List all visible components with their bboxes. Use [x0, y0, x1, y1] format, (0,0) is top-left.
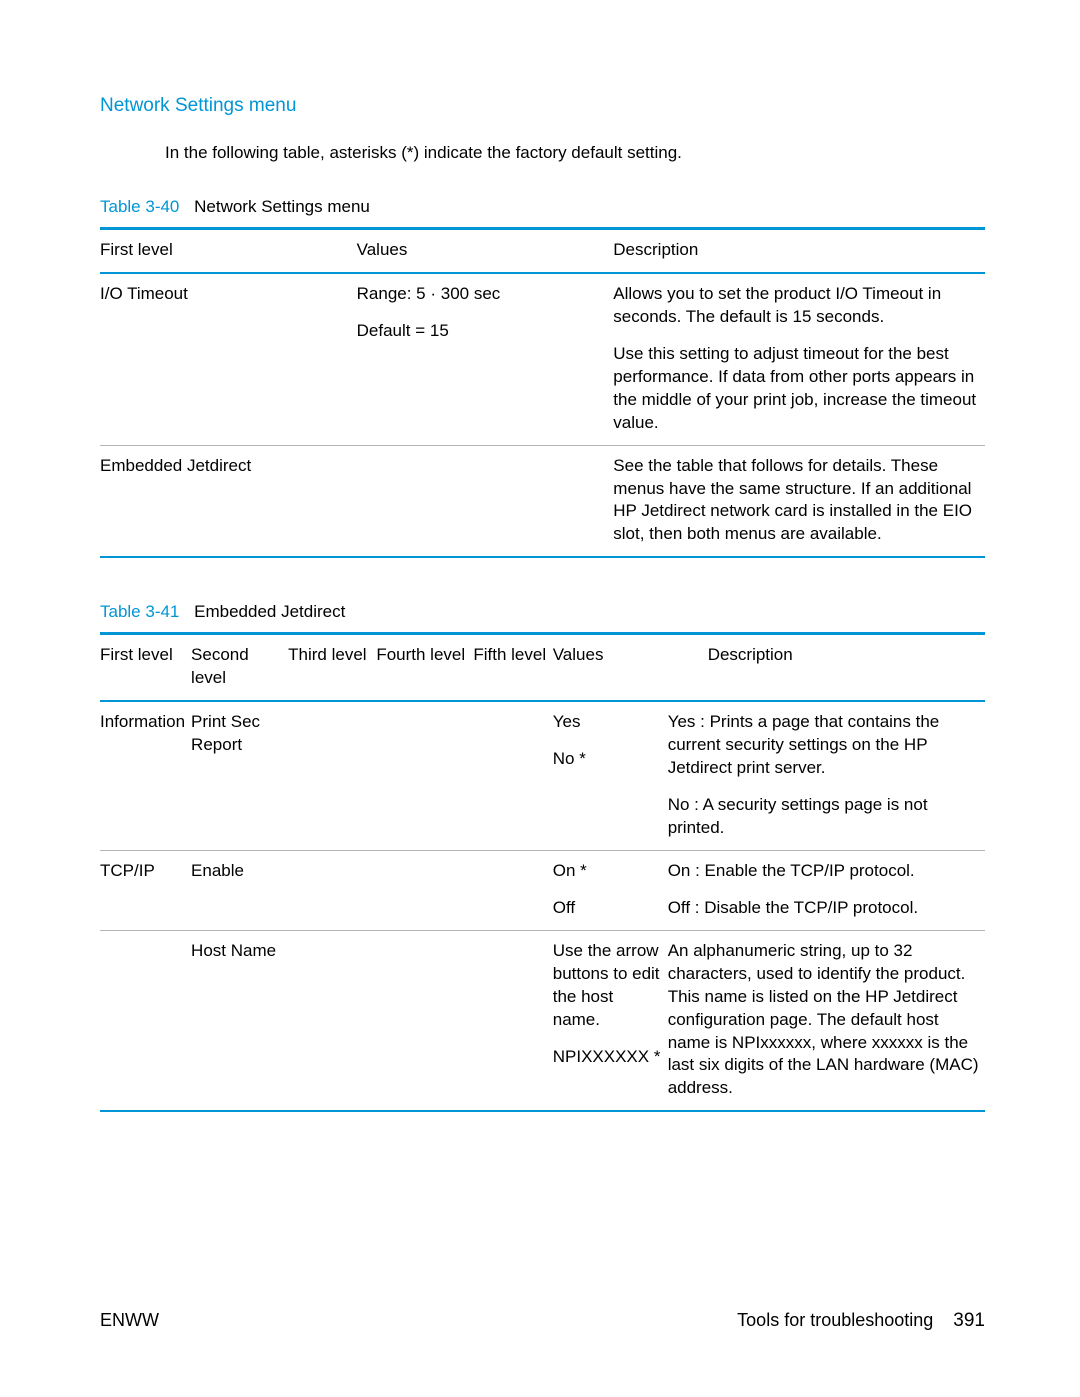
table-row: Information Print Sec Report Yes No * Ye…: [100, 701, 985, 850]
footer-section-title: Tools for troubleshooting: [737, 1310, 933, 1331]
cell-values: Use the arrow buttons to edit the host n…: [553, 930, 668, 1111]
table-row: Embedded Jetdirect See the table that fo…: [100, 445, 985, 557]
table-41-label: Table 3-41: [100, 602, 179, 621]
cell-second-level: Print Sec Report: [191, 701, 288, 850]
table-40-label: Table 3-40: [100, 197, 179, 216]
value-line: Range: 5 · 300 sec: [357, 283, 608, 306]
col-fifth-level: Fifth level: [473, 634, 552, 701]
description-paragraph: On : Enable the TCP/IP protocol.: [668, 860, 979, 883]
description-paragraph: Allows you to set the product I/O Timeou…: [613, 283, 979, 329]
col-first-level: First level: [100, 229, 357, 273]
page-number: 391: [953, 1310, 985, 1332]
cell-values: Yes No *: [553, 701, 668, 850]
value-line: On *: [553, 860, 662, 883]
description-paragraph: Off : Disable the TCP/IP protocol.: [668, 897, 979, 920]
col-description: Description: [668, 634, 985, 701]
cell-fourth-level: [376, 701, 473, 850]
col-description: Description: [613, 229, 985, 273]
value-line: NPIXXXXXX *: [553, 1046, 662, 1069]
footer-right: Tools for troubleshooting 391: [737, 1310, 985, 1332]
description-paragraph: Yes : Prints a page that contains the cu…: [668, 711, 979, 780]
intro-paragraph: In the following table, asterisks (*) in…: [165, 143, 985, 163]
cell-fifth-level: [473, 701, 552, 850]
section-heading: Network Settings menu: [100, 95, 985, 117]
cell-first-level: [100, 930, 191, 1111]
cell-third-level: [288, 701, 376, 850]
cell-fourth-level: [376, 930, 473, 1111]
col-first-level: First level: [100, 634, 191, 701]
cell-description: Yes : Prints a page that contains the cu…: [668, 701, 985, 850]
table-row: TCP/IP Enable On * Off On : Enable the T…: [100, 850, 985, 930]
footer-left: ENWW: [100, 1310, 159, 1332]
cell-fourth-level: [376, 850, 473, 930]
col-fourth-level: Fourth level: [376, 634, 473, 701]
value-line: No *: [553, 748, 662, 771]
table-header-row: First level Second level Third level Fou…: [100, 634, 985, 701]
col-values: Values: [357, 229, 614, 273]
cell-third-level: [288, 850, 376, 930]
cell-first-level: Embedded Jetdirect: [100, 445, 357, 557]
table-40-caption: Table 3-40 Network Settings menu: [100, 197, 985, 217]
cell-second-level: Enable: [191, 850, 288, 930]
col-second-level: Second level: [191, 634, 288, 701]
value-line: Use the arrow buttons to edit the host n…: [553, 940, 662, 1032]
cell-description: Allows you to set the product I/O Timeou…: [613, 273, 985, 445]
col-third-level: Third level: [288, 634, 376, 701]
table-40-title: Network Settings menu: [194, 197, 370, 216]
table-40: First level Values Description I/O Timeo…: [100, 227, 985, 558]
cell-first-level: TCP/IP: [100, 850, 191, 930]
table-row: I/O Timeout Range: 5 · 300 sec Default =…: [100, 273, 985, 445]
value-line: Yes: [553, 711, 662, 734]
cell-description: See the table that follows for details. …: [613, 445, 985, 557]
cell-first-level: I/O Timeout: [100, 273, 357, 445]
cell-third-level: [288, 930, 376, 1111]
cell-second-level: Host Name: [191, 930, 288, 1111]
value-line: Default = 15: [357, 320, 608, 343]
description-paragraph: An alphanumeric string, up to 32 charact…: [668, 940, 979, 1101]
table-41-title: Embedded Jetdirect: [194, 602, 345, 621]
description-paragraph: No : A security settings page is not pri…: [668, 794, 979, 840]
document-page: Network Settings menu In the following t…: [0, 0, 1080, 1206]
page-footer: ENWW Tools for troubleshooting 391: [100, 1310, 985, 1332]
cell-description: An alphanumeric string, up to 32 charact…: [668, 930, 985, 1111]
cell-first-level: Information: [100, 701, 191, 850]
table-41-caption: Table 3-41 Embedded Jetdirect: [100, 602, 985, 622]
cell-fifth-level: [473, 930, 552, 1111]
cell-values: On * Off: [553, 850, 668, 930]
cell-fifth-level: [473, 850, 552, 930]
cell-values: [357, 445, 614, 557]
col-values: Values: [553, 634, 668, 701]
table-row: Host Name Use the arrow buttons to edit …: [100, 930, 985, 1111]
table-41: First level Second level Third level Fou…: [100, 632, 985, 1112]
cell-values: Range: 5 · 300 sec Default = 15: [357, 273, 614, 445]
value-line: Off: [553, 897, 662, 920]
description-paragraph: See the table that follows for details. …: [613, 455, 979, 547]
description-paragraph: Use this setting to adjust timeout for t…: [613, 343, 979, 435]
table-header-row: First level Values Description: [100, 229, 985, 273]
cell-description: On : Enable the TCP/IP protocol. Off : D…: [668, 850, 985, 930]
